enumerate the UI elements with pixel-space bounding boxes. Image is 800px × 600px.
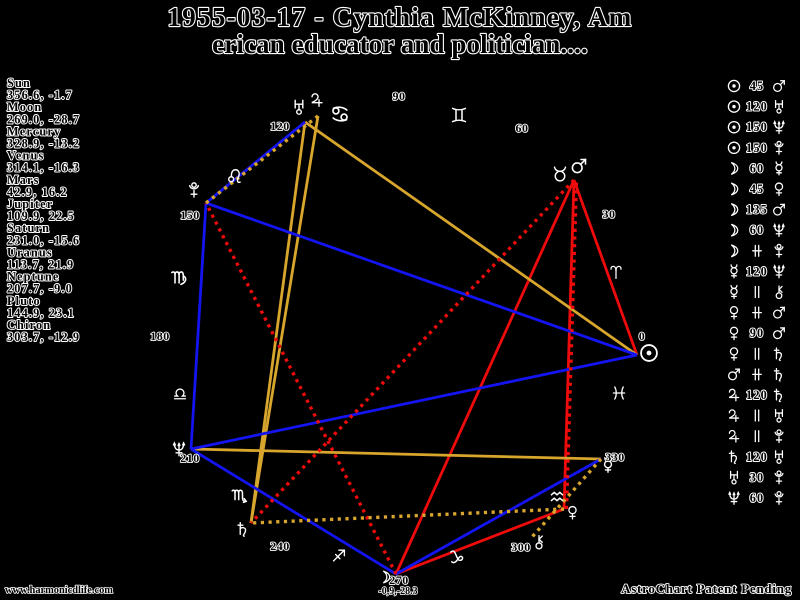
svg-text:120: 120 — [270, 119, 290, 133]
svg-text:30: 30 — [750, 470, 765, 484]
svg-text:www.harmonicdlife.com: www.harmonicdlife.com — [5, 585, 113, 596]
svg-text:Moon: Moon — [7, 100, 42, 114]
svg-text:Chiron: Chiron — [7, 318, 51, 332]
svg-text:1955-03-17 - Cynthia McKinney,: 1955-03-17 - Cynthia McKinney, Am — [167, 2, 632, 32]
svg-text:Pluto: Pluto — [7, 294, 41, 308]
svg-text:45: 45 — [750, 182, 765, 196]
svg-text:150: 150 — [746, 141, 768, 155]
svg-text:erican educator and politician: erican educator and politician.... — [212, 29, 588, 59]
svg-text:120: 120 — [746, 100, 768, 114]
svg-text:Mercury: Mercury — [7, 124, 61, 138]
svg-text:210: 210 — [180, 451, 200, 465]
svg-text:180: 180 — [150, 329, 170, 343]
svg-text:60: 60 — [750, 491, 765, 505]
svg-text:328.9, -13.2: 328.9, -13.2 — [7, 137, 80, 151]
svg-text:303.7, -12.9: 303.7, -12.9 — [7, 330, 80, 344]
svg-text:Uranus: Uranus — [7, 245, 53, 259]
svg-text:300: 300 — [511, 540, 531, 554]
svg-text:60: 60 — [516, 121, 529, 135]
svg-text:314.1, -16.3: 314.1, -16.3 — [7, 161, 80, 175]
svg-text:120: 120 — [746, 264, 768, 278]
svg-text:135: 135 — [746, 203, 768, 217]
svg-text:30: 30 — [603, 207, 616, 221]
svg-text:Jupiter: Jupiter — [7, 197, 53, 211]
svg-text:109.9, 22.5: 109.9, 22.5 — [7, 209, 75, 223]
svg-text:Neptune: Neptune — [7, 270, 59, 284]
svg-text:Sun: Sun — [7, 76, 31, 90]
svg-text:Saturn: Saturn — [7, 221, 50, 235]
svg-text:90: 90 — [750, 326, 765, 340]
svg-text:Mars: Mars — [7, 173, 40, 187]
svg-text:42.9, 16.2: 42.9, 16.2 — [7, 185, 68, 199]
svg-text:269.0, -28.7: 269.0, -28.7 — [7, 112, 80, 126]
svg-text:60: 60 — [750, 161, 765, 175]
svg-text:60: 60 — [750, 223, 765, 237]
svg-text:231.0, -15.6: 231.0, -15.6 — [7, 233, 80, 247]
svg-text:AstroChart Patent Pending: AstroChart Patent Pending — [621, 581, 792, 596]
svg-text:45: 45 — [750, 79, 765, 93]
svg-text:270: 270 — [389, 573, 409, 587]
svg-text:150: 150 — [746, 120, 768, 134]
svg-text:0: 0 — [639, 329, 646, 343]
svg-text:113.7, 21.9: 113.7, 21.9 — [7, 258, 74, 272]
svg-text:144.9, 23.1: 144.9, 23.1 — [7, 306, 75, 320]
svg-text:356.6, -1.7: 356.6, -1.7 — [7, 88, 73, 102]
svg-text:120: 120 — [746, 450, 768, 464]
svg-text:Venus: Venus — [7, 149, 44, 163]
svg-text:150: 150 — [180, 208, 200, 222]
svg-text:90: 90 — [393, 89, 406, 103]
svg-text:-0,9,-28.3: -0,9,-28.3 — [378, 586, 417, 597]
svg-text:330: 330 — [605, 450, 625, 464]
svg-text:207.7, -9.0: 207.7, -9.0 — [7, 282, 73, 296]
svg-text:120: 120 — [746, 388, 768, 402]
svg-text:240: 240 — [270, 539, 290, 553]
